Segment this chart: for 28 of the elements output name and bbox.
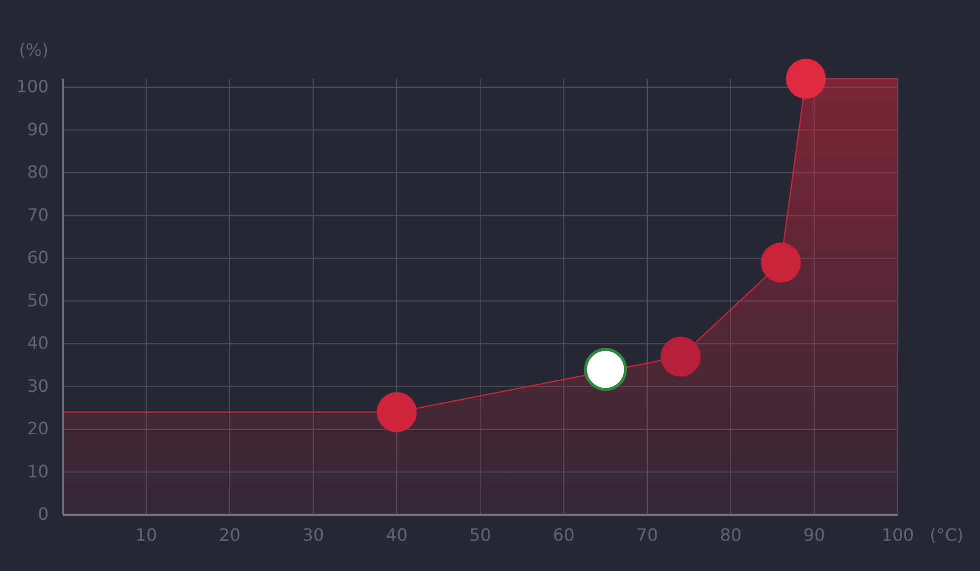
y-tick-label: 70 (27, 206, 49, 226)
y-tick-label: 40 (27, 334, 49, 354)
x-tick-label: 40 (386, 526, 408, 546)
point (761, 242, 802, 283)
y-tick-label: 10 (27, 462, 49, 482)
point (377, 392, 417, 432)
y-tick-label: 50 (27, 291, 49, 312)
y-axis-title: (%) (19, 41, 49, 61)
x-tick-label: 30 (302, 526, 324, 546)
x-tick-label: 60 (553, 526, 575, 546)
y-tick-label: 20 (27, 420, 49, 440)
x-tick-label: 100 (882, 526, 914, 546)
x-tick-label: 80 (720, 526, 742, 546)
x-tick-label: 70 (636, 526, 658, 546)
y-tick-label: 60 (27, 248, 49, 269)
x-tick-label: 20 (219, 526, 241, 546)
y-tick-label: 0 (38, 505, 49, 525)
point (584, 348, 628, 392)
y-tick-label: 90 (27, 120, 49, 140)
y-tick-label: 100 (16, 78, 49, 98)
x-tick-label: 10 (136, 526, 158, 546)
y-tick-label: 80 (27, 163, 49, 184)
point (786, 59, 826, 99)
x-tick-label: 90 (804, 526, 826, 546)
point (660, 336, 701, 377)
x-tick-label: 50 (470, 526, 492, 546)
x-axis-title: (°C) (930, 526, 964, 546)
y-tick-label: 30 (27, 376, 49, 397)
